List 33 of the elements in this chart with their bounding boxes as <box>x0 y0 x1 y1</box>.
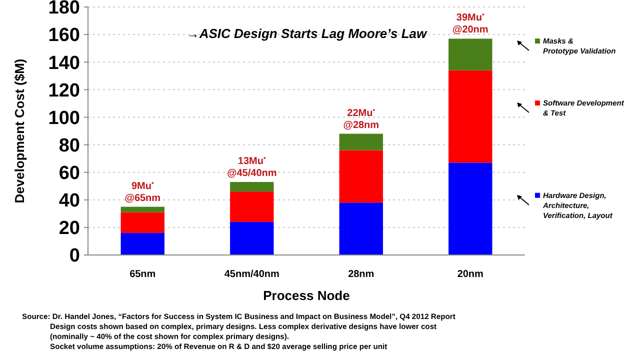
text: →ASIC Design Starts Lag Moore’s Law <box>186 26 428 41</box>
bar <box>339 150 383 203</box>
annotation: 13Mu$^{*}$ @45/40nm <box>226 156 277 179</box>
bar <box>448 162 492 255</box>
x-tick-label: 28nm <box>348 269 374 280</box>
y-axis-title: Development Cost ($M) <box>12 58 27 204</box>
bar <box>230 222 274 255</box>
annotation: 39Mu$^{*}$ @20nm <box>452 12 488 36</box>
y-tick-label: 80 <box>58 135 80 156</box>
bar <box>230 182 274 192</box>
y-tick-label: 120 <box>48 80 80 102</box>
y-tick-label: 180 <box>48 0 80 19</box>
y-tick-label: 0 <box>69 246 80 267</box>
y-tick-label: 160 <box>48 25 80 46</box>
bar <box>120 206 164 212</box>
bar <box>448 70 492 163</box>
annotation: 22Mu$^{*}$ @28nm <box>343 108 380 131</box>
bar <box>230 192 274 222</box>
y-tick-label: 100 <box>48 108 80 129</box>
bar <box>448 38 492 70</box>
x-tick-label: 45nm/40nm <box>224 269 280 280</box>
y-tick-label: 20 <box>58 218 80 240</box>
y-tick-label: 40 <box>58 190 80 212</box>
annotation: 9Mu$^{*}$ @65nm <box>124 180 161 204</box>
y-tick-label: 60 <box>58 162 80 184</box>
y-tick-label: 140 <box>48 52 80 74</box>
bar <box>339 134 383 150</box>
bar <box>339 202 383 255</box>
bar <box>120 232 164 255</box>
bar <box>120 212 164 233</box>
x-axis-title: Process Node <box>263 288 350 303</box>
x-tick-label: 65nm <box>130 269 156 280</box>
x-tick-label: 20nm <box>457 269 484 280</box>
